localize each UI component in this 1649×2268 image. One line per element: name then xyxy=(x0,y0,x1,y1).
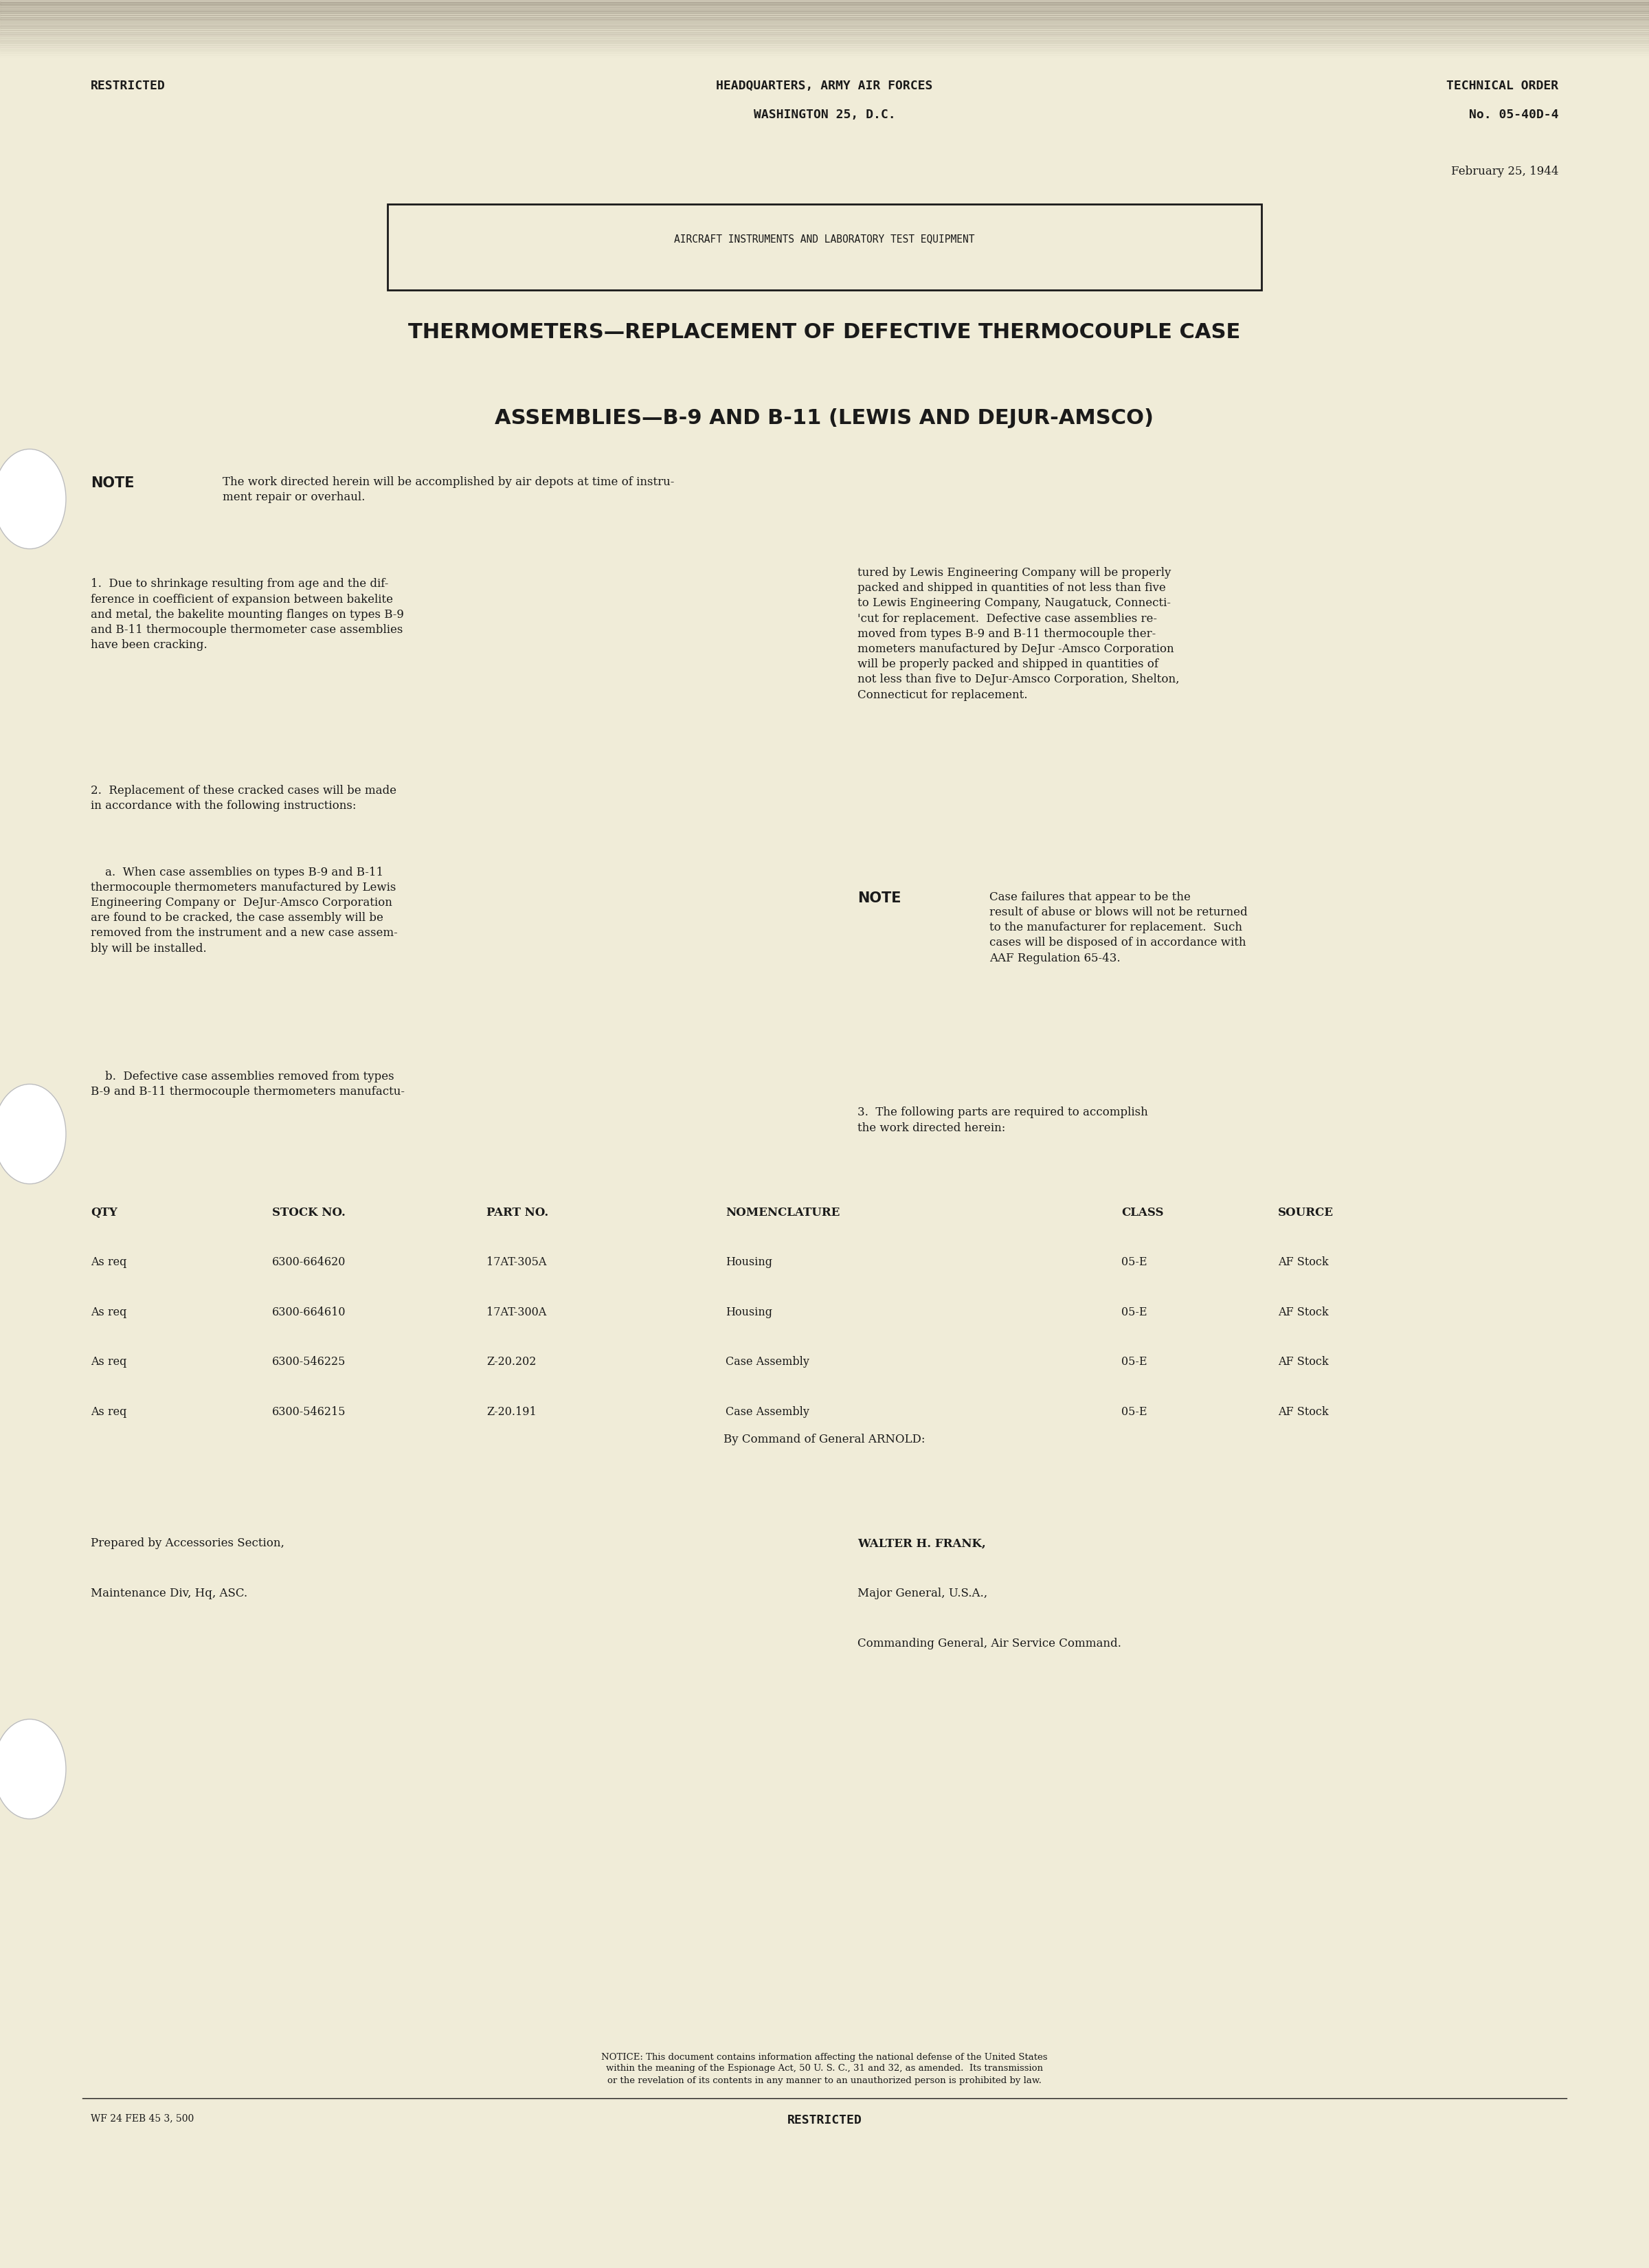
Text: NOMENCLATURE: NOMENCLATURE xyxy=(726,1207,839,1218)
Text: 3.  The following parts are required to accomplish
the work directed herein:: 3. The following parts are required to a… xyxy=(857,1107,1148,1134)
Text: WALTER H. FRANK,: WALTER H. FRANK, xyxy=(857,1538,986,1549)
Text: CLASS: CLASS xyxy=(1121,1207,1164,1218)
Text: No. 05-40D-4: No. 05-40D-4 xyxy=(1469,109,1558,120)
Text: THERMOMETERS—REPLACEMENT OF DEFECTIVE THERMOCOUPLE CASE: THERMOMETERS—REPLACEMENT OF DEFECTIVE TH… xyxy=(409,322,1240,342)
Text: NOTE: NOTE xyxy=(857,891,900,905)
Text: AF Stock: AF Stock xyxy=(1278,1356,1329,1368)
Text: TECHNICAL ORDER: TECHNICAL ORDER xyxy=(1446,79,1558,91)
Text: Prepared by Accessories Section,: Prepared by Accessories Section, xyxy=(91,1538,284,1549)
Text: tured by Lewis Engineering Company will be properly
packed and shipped in quanti: tured by Lewis Engineering Company will … xyxy=(857,567,1179,701)
Text: AIRCRAFT INSTRUMENTS AND LABORATORY TEST EQUIPMENT: AIRCRAFT INSTRUMENTS AND LABORATORY TEST… xyxy=(674,234,975,245)
Text: a.  When case assemblies on types B-9 and B-11
thermocouple thermometers manufac: a. When case assemblies on types B-9 and… xyxy=(91,866,397,955)
Text: Maintenance Div, Hq, ASC.: Maintenance Div, Hq, ASC. xyxy=(91,1588,247,1599)
Text: RESTRICTED: RESTRICTED xyxy=(91,79,165,91)
Text: 1.  Due to shrinkage resulting from age and the dif-
ference in coefficient of e: 1. Due to shrinkage resulting from age a… xyxy=(91,578,404,651)
Text: RESTRICTED: RESTRICTED xyxy=(787,2114,862,2125)
Text: By Command of General ARNOLD:: By Command of General ARNOLD: xyxy=(724,1433,925,1445)
Text: Housing: Housing xyxy=(726,1306,772,1318)
Text: Z-20.191: Z-20.191 xyxy=(486,1406,536,1418)
Text: Major General, U.S.A.,: Major General, U.S.A., xyxy=(857,1588,988,1599)
Text: 05-E: 05-E xyxy=(1121,1306,1148,1318)
Text: PART NO.: PART NO. xyxy=(486,1207,549,1218)
Circle shape xyxy=(0,1084,66,1184)
Text: Case Assembly: Case Assembly xyxy=(726,1356,810,1368)
Text: Case failures that appear to be the
result of abuse or blows will not be returne: Case failures that appear to be the resu… xyxy=(989,891,1248,964)
Text: STOCK NO.: STOCK NO. xyxy=(272,1207,346,1218)
Text: 6300-664620: 6300-664620 xyxy=(272,1256,346,1268)
Text: HEADQUARTERS, ARMY AIR FORCES: HEADQUARTERS, ARMY AIR FORCES xyxy=(716,79,933,91)
Text: 2.  Replacement of these cracked cases will be made
in accordance with the follo: 2. Replacement of these cracked cases wi… xyxy=(91,785,396,812)
Text: 6300-664610: 6300-664610 xyxy=(272,1306,346,1318)
Text: 6300-546215: 6300-546215 xyxy=(272,1406,346,1418)
Text: NOTE: NOTE xyxy=(91,476,134,490)
Text: SOURCE: SOURCE xyxy=(1278,1207,1334,1218)
FancyBboxPatch shape xyxy=(388,204,1261,290)
Text: 17AT-305A: 17AT-305A xyxy=(486,1256,546,1268)
Text: WF 24 FEB 45 3, 500: WF 24 FEB 45 3, 500 xyxy=(91,2114,195,2123)
Text: The work directed herein will be accomplished by air depots at time of instru-
m: The work directed herein will be accompl… xyxy=(223,476,674,503)
Text: Case Assembly: Case Assembly xyxy=(726,1406,810,1418)
Text: ASSEMBLIES—B-9 AND B-11 (LEWIS AND DEJUR-AMSCO): ASSEMBLIES—B-9 AND B-11 (LEWIS AND DEJUR… xyxy=(495,408,1154,429)
Text: AF Stock: AF Stock xyxy=(1278,1406,1329,1418)
Text: 05-E: 05-E xyxy=(1121,1256,1148,1268)
Text: 6300-546225: 6300-546225 xyxy=(272,1356,346,1368)
Circle shape xyxy=(0,449,66,549)
Text: QTY: QTY xyxy=(91,1207,117,1218)
Text: As req: As req xyxy=(91,1306,127,1318)
Text: As req: As req xyxy=(91,1406,127,1418)
Text: February 25, 1944: February 25, 1944 xyxy=(1451,166,1558,177)
Text: As req: As req xyxy=(91,1356,127,1368)
Text: Z-20.202: Z-20.202 xyxy=(486,1356,536,1368)
Circle shape xyxy=(0,1719,66,1819)
Text: Housing: Housing xyxy=(726,1256,772,1268)
Text: 17AT-300A: 17AT-300A xyxy=(486,1306,546,1318)
Text: 05-E: 05-E xyxy=(1121,1406,1148,1418)
Text: 05-E: 05-E xyxy=(1121,1356,1148,1368)
Text: WASHINGTON 25, D.C.: WASHINGTON 25, D.C. xyxy=(754,109,895,120)
Text: AF Stock: AF Stock xyxy=(1278,1256,1329,1268)
Text: AF Stock: AF Stock xyxy=(1278,1306,1329,1318)
Text: b.  Defective case assemblies removed from types
B-9 and B-11 thermocouple therm: b. Defective case assemblies removed fro… xyxy=(91,1070,404,1098)
Text: NOTICE: This document contains information affecting the national defense of the: NOTICE: This document contains informati… xyxy=(602,2053,1047,2084)
Text: As req: As req xyxy=(91,1256,127,1268)
Text: Commanding General, Air Service Command.: Commanding General, Air Service Command. xyxy=(857,1637,1121,1649)
